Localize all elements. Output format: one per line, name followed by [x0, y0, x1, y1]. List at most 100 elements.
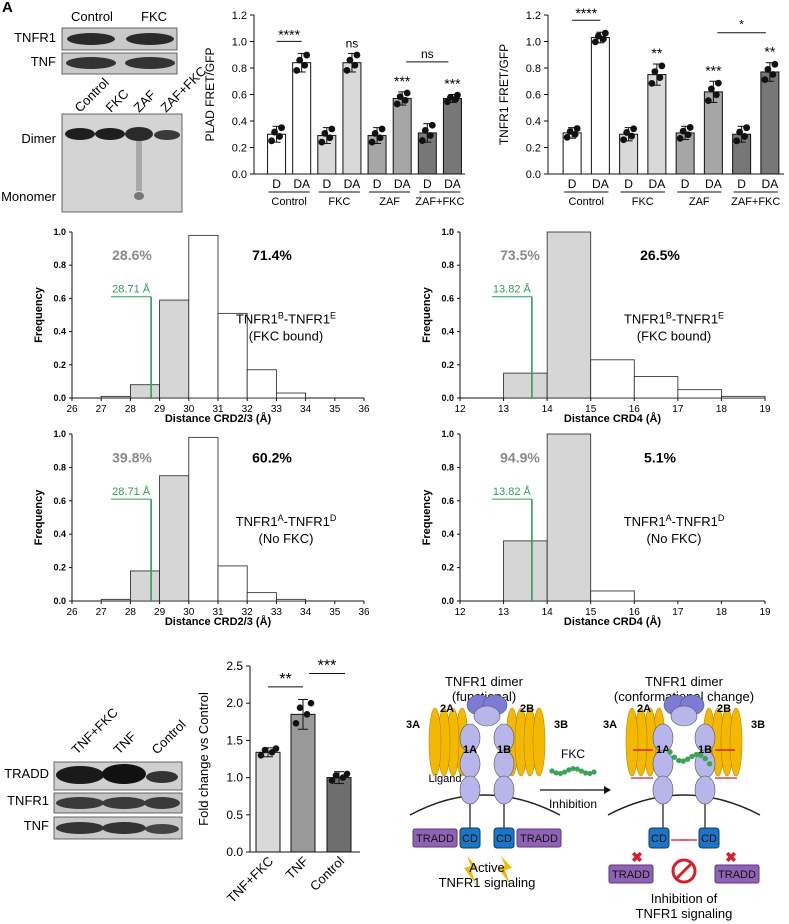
bar — [442, 97, 462, 175]
x-tick-label: 27 — [96, 404, 108, 415]
group-label: ZAF+FKC — [415, 196, 464, 208]
y-tick-label: 0.4 — [53, 327, 66, 337]
histogram-bar — [721, 395, 766, 399]
superscript: A — [666, 513, 672, 523]
y-tick-label: 0.2 — [526, 143, 541, 155]
x-tick-label: 28 — [125, 607, 137, 618]
fkc-molecule-bead — [706, 761, 713, 767]
label-2b: 2B — [520, 703, 534, 715]
data-point — [428, 121, 436, 129]
superscript: E — [718, 310, 724, 320]
y-tick-label: 0.6 — [232, 90, 247, 102]
x-axis-label: Distance CRD4 (Å) — [564, 615, 662, 628]
fkc-inhibition-arrow: FKC Inhibition — [540, 747, 611, 811]
x-tick-label: 14 — [542, 607, 554, 618]
histogram-bar — [246, 592, 277, 602]
fkc-molecule-bead — [680, 758, 686, 764]
histogram-bar — [100, 598, 131, 602]
x-tick-label: 29 — [154, 404, 166, 415]
y-tick-label: 2.0 — [226, 696, 243, 710]
bar-label: DA — [394, 177, 411, 191]
data-point — [686, 124, 694, 131]
panel-label: A — [2, 0, 13, 16]
data-point — [648, 79, 656, 87]
y-tick-label: 0.6 — [441, 496, 454, 506]
y-tick-label: 0.4 — [53, 529, 66, 539]
data-point — [714, 79, 722, 87]
data-point — [447, 93, 454, 101]
superscript: B — [666, 310, 672, 320]
y-tick-label: 1.5 — [226, 733, 243, 747]
y-tick-label: 0.8 — [441, 462, 454, 472]
histogram-bar — [217, 312, 248, 399]
data-point — [628, 132, 636, 140]
histogram-bar — [590, 590, 635, 602]
annotation-text: -TNFR1 — [672, 311, 718, 326]
label-3b: 3B — [751, 719, 765, 731]
histogram-bar — [246, 369, 277, 399]
blot-b-row-label: Monomer — [1, 189, 57, 204]
lightning-icon — [464, 856, 478, 884]
inhibition-signaling-label: Inhibition of — [651, 891, 718, 906]
bar-label: DA — [649, 177, 666, 191]
data-point — [651, 68, 659, 76]
y-tick-label: 0.0 — [53, 596, 66, 606]
y-tick-label: 0.0 — [526, 169, 541, 181]
data-point — [326, 134, 334, 142]
y-tick-label: 1.0 — [53, 429, 66, 439]
fkc-molecule-bead — [684, 756, 691, 762]
x-tick-label: TNF — [283, 853, 312, 882]
data-point — [301, 61, 309, 69]
diagram-right-subtitle: (conformational change) — [614, 689, 754, 704]
x-tick-label: 16 — [629, 607, 641, 618]
diagram-left-title: TNFR1 dimer — [445, 674, 524, 689]
bar — [292, 62, 312, 175]
y-tick-label: 0.8 — [53, 260, 66, 270]
ligand-label: Ligand — [428, 773, 461, 785]
superscript: D — [718, 513, 725, 523]
data-point — [676, 134, 684, 142]
bar-label: D — [373, 177, 382, 191]
cd-domain — [648, 827, 670, 849]
inhibition-signaling-label-2: TNFR1 signaling — [636, 906, 733, 921]
x-tick-label: 13 — [498, 404, 510, 415]
y-axis-label: TNFR1 FRET/GFP — [497, 44, 511, 145]
blot-a-col-label: FKC — [141, 9, 167, 24]
x-axis-label: Distance CRD2/3 (Å) — [165, 615, 272, 628]
bar-label: DA — [592, 177, 609, 191]
x-tick-label: 30 — [183, 607, 195, 618]
data-point — [303, 711, 311, 718]
y-tick-label: 0.0 — [226, 845, 243, 859]
x-tick-label: 12 — [454, 607, 466, 618]
y-axis-label: Frequency — [421, 286, 433, 343]
annotation-text: -TNFR1 — [284, 514, 330, 529]
cd-label: CD — [462, 833, 478, 845]
y-tick-label: 1.0 — [526, 37, 541, 49]
histogram-bar — [100, 395, 131, 399]
label-2a: 2A — [637, 703, 651, 715]
tradd-box — [714, 864, 760, 884]
data-point — [368, 138, 376, 146]
histogram-bar — [159, 475, 190, 602]
x-tick-label: 18 — [716, 404, 728, 415]
bar — [760, 71, 780, 175]
significance-label: ** — [764, 44, 775, 60]
y-tick-label: 1.0 — [226, 771, 243, 785]
data-point — [353, 51, 361, 59]
cd-label: CD — [651, 833, 667, 845]
superscript: B — [278, 310, 284, 320]
bar-label: D — [624, 177, 633, 191]
receptor-head — [473, 705, 501, 727]
data-point — [591, 38, 599, 46]
bar — [326, 777, 352, 853]
blot-a-col-label: Control — [71, 9, 113, 24]
data-point — [393, 100, 401, 108]
significance-label: ** — [651, 45, 662, 61]
data-point — [630, 125, 638, 133]
data-point — [378, 125, 386, 133]
significance-label: **** — [575, 5, 597, 21]
histogram-bar — [633, 376, 679, 399]
inhibition-label: Inhibition — [549, 797, 597, 811]
data-point — [401, 96, 409, 104]
data-point — [571, 130, 579, 138]
